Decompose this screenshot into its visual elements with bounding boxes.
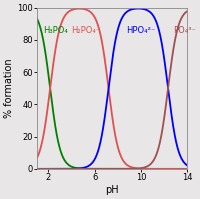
X-axis label: pH: pH	[105, 185, 119, 195]
Text: H₂PO₄⁻: H₂PO₄⁻	[72, 26, 101, 35]
Text: PO₄³⁻: PO₄³⁻	[173, 26, 196, 35]
Text: H₃PO₄: H₃PO₄	[43, 26, 68, 35]
Y-axis label: % formation: % formation	[4, 59, 14, 118]
Text: HPO₄²⁻: HPO₄²⁻	[126, 26, 155, 35]
